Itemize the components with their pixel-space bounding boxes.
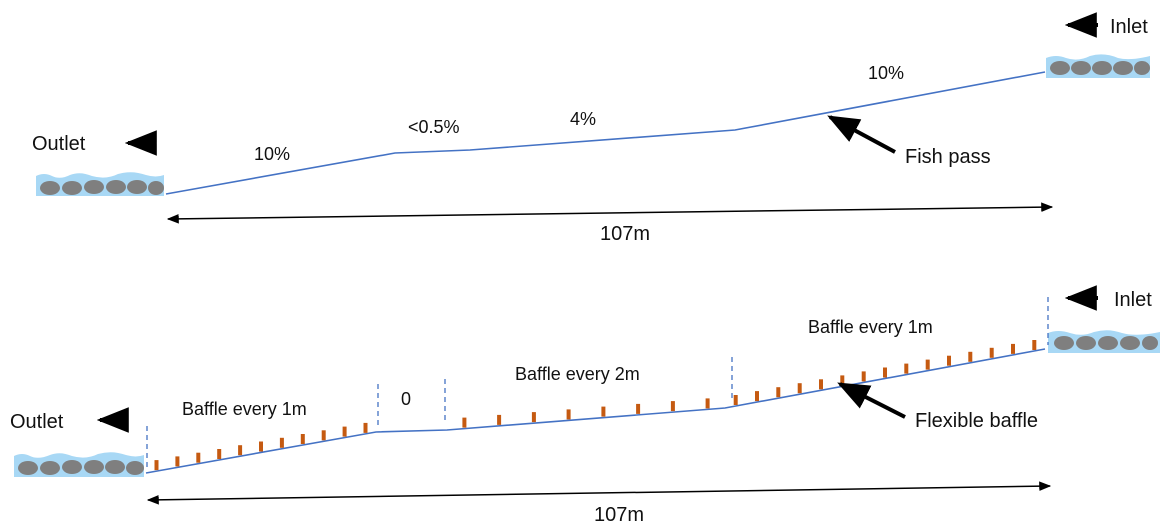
slope-label: 10% xyxy=(868,63,904,83)
segment-label: Baffle every 1m xyxy=(182,399,307,419)
flexible-baffle xyxy=(989,347,994,358)
flexible-baffle xyxy=(259,441,263,452)
flexible-baffle xyxy=(705,398,710,409)
flexible-baffle xyxy=(840,375,845,386)
slope-label: 4% xyxy=(570,109,596,129)
inlet-label: Inlet xyxy=(1114,289,1152,311)
culvert-profile-line xyxy=(165,71,1046,195)
bottom-diagram: Outlet Inlet Baffle every 1m 0 Baffle ev… xyxy=(10,285,1160,525)
flexible-baffle xyxy=(300,434,305,444)
flexible-baffle-label: Flexible baffle xyxy=(915,410,1038,432)
flexible-baffle xyxy=(1011,343,1015,354)
slope-label: <0.5% xyxy=(408,117,460,137)
flexible-baffle xyxy=(279,437,284,448)
fish-pass-label: Fish pass xyxy=(905,146,991,168)
flexible-baffle xyxy=(531,412,536,423)
inlet-label: Inlet xyxy=(1110,16,1148,38)
flexible-baffle xyxy=(670,401,675,412)
water-with-stones-icon xyxy=(1046,54,1150,78)
segment-label: Baffle every 2m xyxy=(515,364,640,384)
flexible-baffle xyxy=(819,379,823,390)
segment-label: 0 xyxy=(401,389,411,409)
top-diagram: Outlet Inlet 10% <0.5% 4% 10% Fish pass … xyxy=(32,12,1150,245)
flexible-baffle xyxy=(497,414,502,425)
flexible-baffle xyxy=(797,383,802,394)
flexible-baffle xyxy=(733,395,738,405)
flexible-baffle xyxy=(217,449,222,459)
flexible-baffle xyxy=(904,363,909,374)
fish-pass-pointer-arrow xyxy=(827,115,896,154)
flexible-baffle xyxy=(238,445,243,456)
flexible-baffle xyxy=(342,426,347,437)
baffle-group xyxy=(154,340,1037,471)
flexible-baffle xyxy=(636,403,641,414)
flexible-baffle xyxy=(321,430,326,441)
water-with-stones-icon xyxy=(1048,330,1160,353)
water-with-stones-icon xyxy=(14,452,144,477)
flexible-baffle xyxy=(968,351,973,362)
flexible-baffle xyxy=(883,367,887,378)
flexible-baffle xyxy=(925,359,930,370)
flexible-baffle xyxy=(601,406,606,417)
culvert-profile-line xyxy=(145,348,1046,474)
flexible-baffle xyxy=(462,417,467,428)
outlet-label: Outlet xyxy=(10,411,64,433)
flexible-baffle xyxy=(566,409,571,420)
length-label: 107m xyxy=(600,223,650,245)
flexible-baffle xyxy=(154,460,159,471)
flexible-baffle xyxy=(1032,340,1037,350)
water-with-stones-icon xyxy=(36,172,164,196)
flexible-baffle xyxy=(947,355,951,366)
flexible-baffle xyxy=(755,391,759,402)
flexible-baffle xyxy=(175,456,180,467)
flexible-baffle xyxy=(363,422,368,433)
segment-label: Baffle every 1m xyxy=(808,317,933,337)
outlet-label: Outlet xyxy=(32,133,86,155)
flexible-baffle xyxy=(861,371,866,382)
flexible-baffle xyxy=(196,452,201,463)
length-label: 107m xyxy=(594,504,644,525)
length-dimension-arrow xyxy=(166,202,1054,224)
length-dimension-arrow xyxy=(146,481,1052,505)
slope-label: 10% xyxy=(254,144,290,164)
flexible-baffle-pointer-arrow xyxy=(837,382,906,419)
flexible-baffle xyxy=(776,387,781,398)
